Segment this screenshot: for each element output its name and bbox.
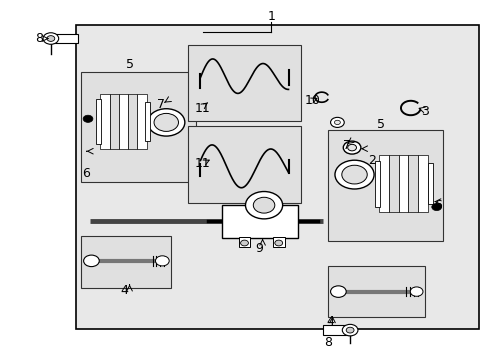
Bar [327, 266, 425, 317]
Bar [378, 155, 388, 212]
Bar [119, 94, 128, 149]
Bar [49, 34, 78, 43]
Text: 6: 6 [81, 167, 89, 180]
Bar [96, 99, 101, 144]
Bar [238, 237, 250, 247]
Circle shape [47, 36, 55, 41]
Text: 9: 9 [255, 242, 263, 255]
Bar [109, 94, 119, 149]
Bar [374, 161, 379, 207]
Circle shape [253, 197, 274, 213]
Circle shape [274, 240, 282, 246]
Circle shape [347, 144, 356, 151]
Bar [427, 163, 432, 204]
Bar [188, 126, 300, 203]
Bar [407, 155, 417, 212]
Circle shape [431, 203, 441, 211]
Circle shape [343, 141, 360, 154]
Text: 5: 5 [125, 58, 133, 71]
Text: 4: 4 [121, 284, 128, 297]
Circle shape [83, 255, 99, 267]
Bar [100, 94, 109, 149]
Circle shape [240, 240, 248, 246]
Circle shape [342, 324, 357, 336]
Circle shape [147, 109, 184, 136]
Text: 11: 11 [195, 157, 210, 170]
Text: 11: 11 [195, 102, 210, 114]
Bar [76, 25, 478, 329]
Bar [188, 45, 300, 121]
Circle shape [346, 327, 353, 333]
Bar [128, 94, 137, 149]
Circle shape [83, 115, 93, 122]
Bar [222, 205, 298, 238]
Bar [388, 155, 398, 212]
Bar [417, 155, 427, 212]
Text: 4: 4 [325, 315, 333, 328]
Bar [322, 325, 351, 335]
Text: 7: 7 [157, 98, 165, 111]
Text: 2: 2 [367, 154, 375, 167]
Circle shape [245, 192, 282, 219]
Text: 8: 8 [35, 32, 43, 45]
Circle shape [43, 33, 59, 44]
Circle shape [154, 113, 178, 131]
Circle shape [330, 117, 344, 127]
Bar [81, 72, 195, 182]
Bar [81, 236, 171, 288]
Text: 1: 1 [267, 10, 275, 23]
Bar [272, 237, 284, 247]
Text: 6: 6 [433, 199, 441, 212]
Text: 10: 10 [305, 94, 320, 107]
Bar [398, 155, 407, 212]
Bar [327, 130, 442, 241]
Text: 5: 5 [377, 118, 385, 131]
Text: 8: 8 [323, 336, 331, 349]
Text: 3: 3 [421, 105, 428, 118]
Circle shape [341, 165, 366, 184]
Circle shape [409, 287, 422, 296]
Circle shape [155, 256, 169, 266]
Bar [137, 94, 146, 149]
Bar [145, 102, 150, 141]
Circle shape [330, 286, 346, 297]
Circle shape [334, 120, 340, 125]
Circle shape [334, 160, 373, 189]
Text: 7: 7 [343, 139, 350, 152]
